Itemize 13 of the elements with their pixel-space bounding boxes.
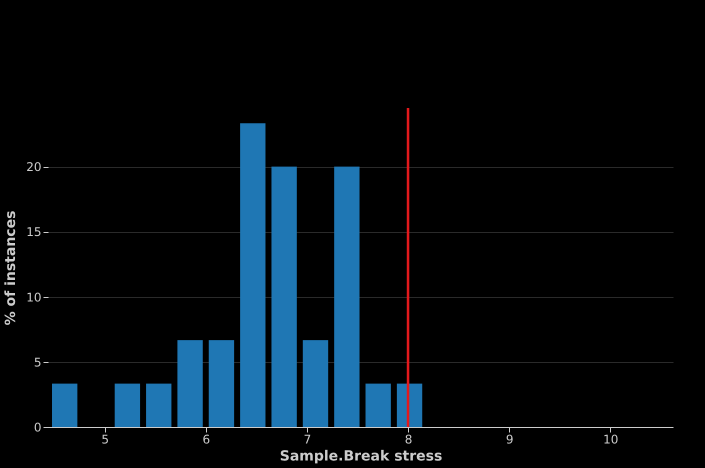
y-tick-label: 15	[26, 225, 42, 240]
x-tick-label: 7	[304, 432, 312, 446]
x-tick-label: 5	[101, 432, 109, 446]
x-tick-label: 8	[404, 432, 412, 446]
x-axis-title: Sample.Break stress	[280, 448, 442, 464]
y-tick-label: 5	[34, 355, 42, 370]
x-tick-label: 10	[603, 432, 618, 446]
x-tick-label: 9	[506, 432, 514, 446]
y-tick-label: 20	[26, 160, 42, 174]
x-tick-label: 6	[202, 432, 210, 446]
y-tick-label: 10	[26, 290, 42, 304]
y-axis-title: % of instances	[3, 210, 20, 326]
y-tick-label: 0	[34, 420, 42, 434]
